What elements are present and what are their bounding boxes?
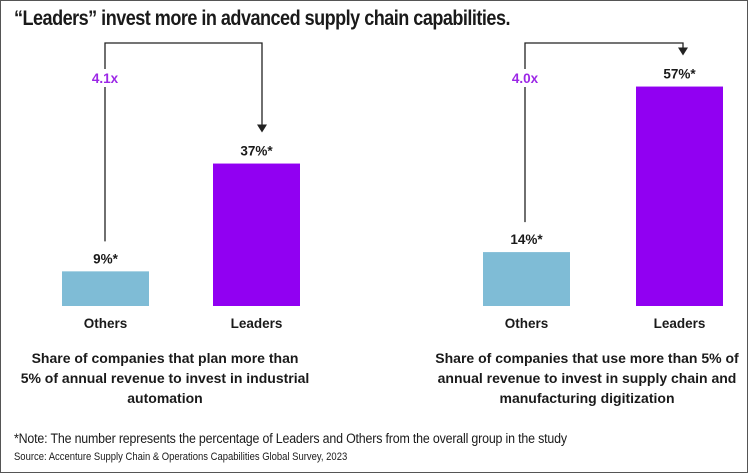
multiplier-backdrop <box>91 69 119 87</box>
footnote: *Note: The number represents the percent… <box>14 431 567 446</box>
chart-automation: 9%* Others 37%* Leaders 4.1x Share of compani… <box>21 42 310 406</box>
value-label-leaders: 57%* <box>663 67 696 82</box>
category-label-others: Others <box>505 316 549 331</box>
caption-line: automation <box>127 390 202 406</box>
arrow-head-icon <box>678 47 688 56</box>
caption-line: Share of companies that plan more than <box>32 350 299 366</box>
arrow-head-icon <box>257 124 267 133</box>
multiplier-label: 4.0x <box>512 71 539 86</box>
source-line: Source: Accenture Supply Chain & Operati… <box>14 451 348 463</box>
category-label-leaders: Leaders <box>231 316 283 331</box>
connector-line <box>104 42 263 242</box>
value-label-others: 14%* <box>510 232 543 247</box>
bar-others <box>62 271 149 306</box>
value-label-leaders: 37%* <box>240 144 273 159</box>
category-label-leaders: Leaders <box>654 316 706 331</box>
chart-title: “Leaders” invest more in advanced supply… <box>14 7 510 30</box>
chart-digitization: 14%* Others 57%* Leaders 4.0x Share of compan… <box>435 42 739 406</box>
bar-leaders <box>213 163 300 306</box>
category-label-others: Others <box>84 316 128 331</box>
caption-line: manufacturing digitization <box>500 390 675 406</box>
bar-others <box>483 252 570 306</box>
value-label-others: 9%* <box>93 251 119 266</box>
bar-leaders <box>636 86 723 306</box>
multiplier-label: 4.1x <box>92 71 119 86</box>
connector-line <box>524 42 684 223</box>
caption-line: Share of companies that use more than 5%… <box>435 350 739 366</box>
caption-line: 5% of annual revenue to invest in indust… <box>21 370 310 386</box>
caption-line: annual revenue to invest in supply chain… <box>438 370 737 386</box>
multiplier-backdrop <box>511 69 539 87</box>
